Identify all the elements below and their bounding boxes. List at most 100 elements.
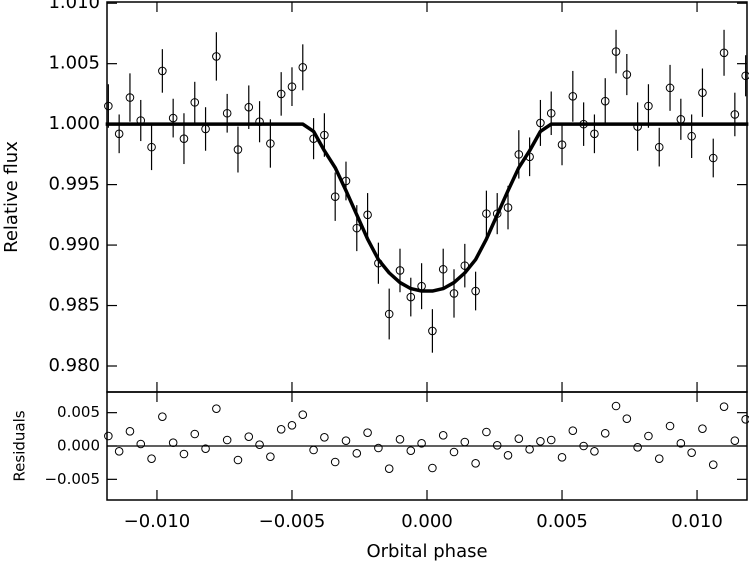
- data-point: [320, 130, 329, 140]
- x-axis-title: Orbital phase: [366, 541, 487, 562]
- data-point: [168, 113, 178, 123]
- data-point: [449, 289, 459, 298]
- data-point: [125, 427, 135, 436]
- data-point: [644, 431, 653, 441]
- data-point: [536, 437, 545, 446]
- data-point: [125, 93, 135, 102]
- data-point: [374, 443, 383, 453]
- data-point: [579, 441, 588, 451]
- data-point: [622, 70, 632, 79]
- data-point: [503, 203, 513, 212]
- y-axis-title: Residuals: [11, 410, 29, 481]
- data-point: [482, 427, 491, 437]
- data-point: [147, 454, 156, 463]
- data-point: [568, 426, 578, 435]
- data-point: [212, 52, 221, 61]
- data-point: [298, 410, 308, 419]
- data-point: [190, 429, 200, 439]
- data-point: [525, 445, 534, 454]
- data-point: [428, 463, 437, 473]
- data-point: [676, 439, 686, 448]
- data-point: [590, 447, 599, 456]
- data-point: [276, 425, 286, 434]
- data-point: [395, 266, 405, 275]
- y-tick-label: −0.005: [44, 470, 100, 488]
- data-point: [298, 63, 308, 72]
- data-point: [719, 402, 729, 411]
- data-point: [190, 98, 200, 107]
- data-point: [179, 449, 189, 459]
- data-point: [222, 435, 232, 445]
- data-point: [600, 429, 610, 438]
- data-point: [266, 139, 275, 148]
- y-tick-label: 0.000: [57, 437, 100, 455]
- data-point: [687, 131, 696, 141]
- y-tick-label: 1.010: [48, 0, 100, 13]
- data-point: [341, 436, 351, 445]
- data-point: [687, 448, 696, 457]
- data-point: [244, 432, 254, 441]
- data-point: [287, 82, 297, 91]
- data-point: [471, 459, 480, 468]
- data-point: [406, 446, 416, 455]
- data-point: [449, 447, 459, 457]
- data-point: [741, 71, 749, 81]
- data-point: [665, 83, 675, 93]
- data-point: [557, 140, 567, 149]
- panel-frame: [106, 1, 748, 393]
- data-point: [492, 441, 502, 450]
- data-point: [611, 401, 621, 411]
- data-point: [363, 428, 372, 437]
- data-point: [212, 404, 221, 413]
- data-point: [201, 444, 210, 453]
- data-point: [438, 264, 448, 274]
- data-point: [309, 445, 318, 455]
- x-tick-label: 0.000: [401, 511, 453, 532]
- y-tick-label: 0.985: [48, 295, 100, 316]
- data-point: [514, 150, 524, 159]
- data-point: [546, 108, 556, 118]
- data-point: [557, 453, 567, 462]
- data-point: [114, 129, 124, 139]
- data-point: [708, 153, 718, 163]
- y-tick-label: 0.980: [48, 355, 100, 376]
- data-point: [233, 455, 243, 465]
- data-point: [698, 88, 707, 97]
- data-point: [514, 434, 524, 443]
- data-point: [352, 223, 362, 233]
- data-point: [460, 437, 470, 447]
- data-point: [590, 129, 599, 139]
- data-point: [233, 145, 243, 154]
- data-point: [384, 309, 394, 319]
- data-point: [158, 66, 167, 76]
- data-point: [665, 421, 675, 431]
- data-point: [136, 439, 146, 449]
- data-point: [222, 108, 232, 118]
- data-point: [168, 438, 178, 447]
- data-point: [482, 209, 491, 218]
- data-point: [633, 443, 642, 452]
- data-point: [611, 47, 621, 56]
- data-point: [503, 451, 513, 460]
- data-point: [352, 449, 362, 458]
- data-point: [438, 431, 448, 440]
- data-point: [546, 435, 556, 445]
- data-point: [600, 96, 610, 106]
- x-tick-label: 0.010: [671, 511, 723, 532]
- data-point: [406, 292, 416, 302]
- y-tick-label: 1.000: [48, 113, 100, 134]
- y-axis-title: Relative flux: [1, 141, 22, 253]
- data-point: [654, 142, 664, 152]
- model-curve: [105, 122, 749, 293]
- data-point: [104, 101, 113, 111]
- data-point: [104, 431, 113, 441]
- data-point: [644, 101, 653, 111]
- data-point: [395, 435, 405, 444]
- data-point: [255, 440, 264, 449]
- data-point: [536, 118, 545, 128]
- data-point: [320, 433, 329, 442]
- data-point: [719, 48, 729, 58]
- data-point: [266, 452, 275, 461]
- data-point: [708, 460, 718, 469]
